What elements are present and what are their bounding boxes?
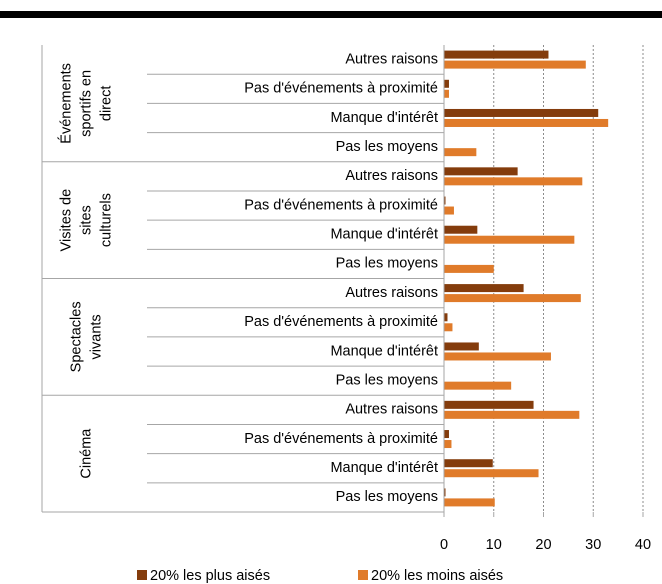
bar [444,430,449,439]
bar [444,108,599,117]
bar [444,79,449,88]
group-label: sites [78,205,94,235]
bar [444,459,493,468]
bar [444,440,452,449]
bar [444,196,446,205]
bar [444,469,539,478]
bar [444,342,479,351]
legend-label: 20% les plus aisés [150,568,270,584]
bar [444,410,580,419]
bar [444,313,448,322]
category-label: Manque d'intérêt [330,460,438,476]
group-label: vivants [88,314,104,359]
category-label: Pas d'événements à proximité [244,197,438,213]
x-tick-label: 20 [535,537,551,553]
x-tick-label: 0 [440,537,448,553]
bar [444,177,583,186]
category-label: Pas d'événements à proximité [244,314,438,330]
bar [444,381,512,390]
x-tick-label: 40 [635,537,651,553]
bar [444,225,478,234]
group-label: Visites de [58,189,74,252]
x-tick-label: 10 [486,537,502,553]
bar [444,89,449,98]
category-label: Pas les moyens [336,256,438,272]
x-tick-label: 30 [585,537,601,553]
group-label: direct [98,86,114,121]
category-label: Autres raisons [345,402,438,418]
legend-label: 20% les moins aisés [371,568,503,584]
bar [444,400,534,409]
group-label: sportifs en [78,70,94,137]
category-label: Manque d'intérêt [330,343,438,359]
category-label: Autres raisons [345,285,438,301]
bar [444,206,454,215]
top-rule [0,11,662,18]
bar [444,264,494,273]
bar [444,352,551,361]
category-label: Pas les moyens [336,139,438,155]
bar [444,294,581,303]
group-label: culturels [98,193,114,247]
bar [444,498,495,507]
category-label: Pas les moyens [336,372,438,388]
bar [444,118,609,127]
category-label: Pas d'événements à proximité [244,431,438,447]
category-label: Autres raisons [345,168,438,184]
bar [444,488,446,497]
bar [444,148,477,157]
bar [444,323,453,332]
bar [444,50,549,59]
legend-swatch [137,570,147,580]
category-label: Pas d'événements à proximité [244,81,438,97]
group-label: Événements [57,63,74,144]
bar [444,167,518,176]
group-label: Cinéma [78,428,94,479]
group-label: Spectacles [68,301,84,372]
bar [444,235,575,244]
category-label: Pas les moyens [336,489,438,505]
bar [444,60,586,69]
bar [444,284,524,293]
legend-swatch [358,570,368,580]
category-label: Autres raisons [345,51,438,67]
category-label: Manque d'intérêt [330,227,438,243]
category-label: Manque d'intérêt [330,110,438,126]
